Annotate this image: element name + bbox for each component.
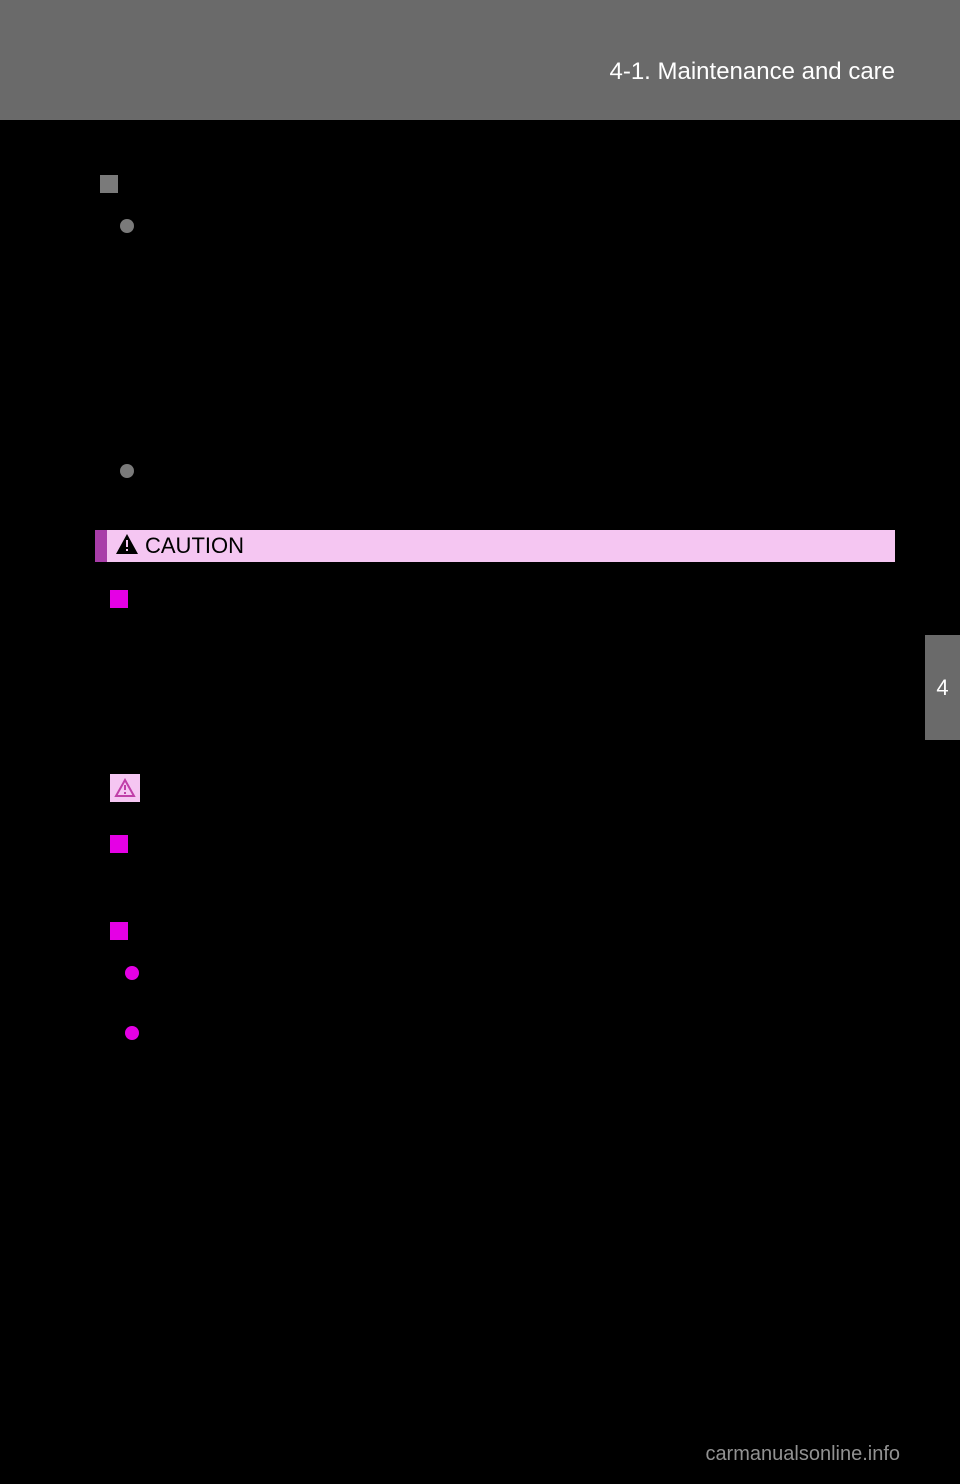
- chapter-number: 4: [936, 675, 948, 701]
- warning-icon: [115, 533, 139, 560]
- watermark: carmanualsonline.info: [705, 1443, 900, 1466]
- caution-item-marker: [110, 835, 136, 853]
- caution-list-bullet: [125, 962, 147, 980]
- inline-warning-icon: [110, 774, 140, 802]
- caution-heading: CAUTION: [95, 530, 895, 562]
- caution-item-marker: [110, 922, 136, 940]
- caution-item-marker: [110, 590, 136, 608]
- section-marker: [100, 175, 126, 193]
- list-bullet: [120, 460, 142, 478]
- caution-accent: [95, 530, 107, 562]
- caution-title: CAUTION: [145, 533, 244, 559]
- chapter-tab: 4: [925, 635, 960, 740]
- list-bullet: [120, 215, 142, 233]
- caution-list-bullet: [125, 1022, 147, 1040]
- section-title: 4-1. Maintenance and care: [609, 58, 895, 86]
